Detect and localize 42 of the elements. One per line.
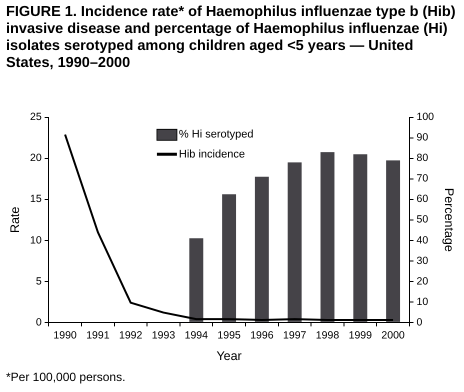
y2-tick-label: 20 [416, 275, 428, 288]
legend-label: Hib incidence [178, 148, 245, 160]
y-tick-label: 20 [30, 152, 42, 164]
bar [288, 162, 302, 322]
x-tick-label: 1991 [86, 330, 110, 342]
y-tick-label: 5 [36, 275, 42, 288]
y-tick-label: 15 [30, 193, 42, 206]
text: *Per 100,000 persons. [6, 370, 126, 384]
y2-tick-label: 10 [416, 296, 428, 308]
y2-tick-label: 50 [416, 214, 428, 226]
x-tick-label: 1999 [348, 330, 372, 342]
bar [254, 176, 269, 322]
y-tick-label: 0 [36, 316, 42, 328]
y-axis-title: Rate [8, 206, 22, 234]
x-tick-label: 2000 [381, 330, 405, 342]
y2-tick-label: 40 [416, 234, 428, 246]
x-axis-title: Year [216, 348, 242, 363]
y2-tick-label: 30 [416, 254, 428, 267]
bar [189, 238, 204, 322]
legend-label: % Hi serotyped [178, 128, 254, 140]
x-tick-label: 1990 [53, 330, 77, 342]
y2-tick-label: 100 [416, 111, 434, 124]
x-tick-label: 1992 [119, 330, 143, 342]
y2-tick-label: 70 [416, 172, 428, 185]
bar [222, 194, 236, 322]
y-tick-label: 10 [30, 234, 42, 246]
chart-title: FIGURE 1. Incidence rate* of Haemophilus influenzae type b (Hib) invasive disease and percentage of Haemophilus influenzae (Hi) isolates serotyped among children aged <5 years — United States, 1990–2000 [6, 4, 457, 72]
x-tick-label: 1993 [152, 330, 176, 342]
y2-tick-label: 80 [416, 152, 428, 164]
x-tick-label: 1998 [316, 330, 340, 342]
bar [320, 152, 334, 322]
y2-tick-label: 90 [416, 132, 428, 144]
bar [353, 154, 368, 322]
x-tick-label: 1996 [250, 330, 274, 342]
y2-tick-label: 60 [416, 193, 428, 206]
x-tick-label: 1994 [184, 330, 208, 342]
bar [386, 160, 400, 322]
y-tick-label: 25 [30, 111, 42, 124]
x-tick-label: 1995 [217, 330, 241, 342]
y2-tick-label: 0 [416, 316, 422, 328]
y2-axis-title: Percentage [442, 188, 456, 252]
x-tick-label: 1997 [283, 330, 307, 342]
